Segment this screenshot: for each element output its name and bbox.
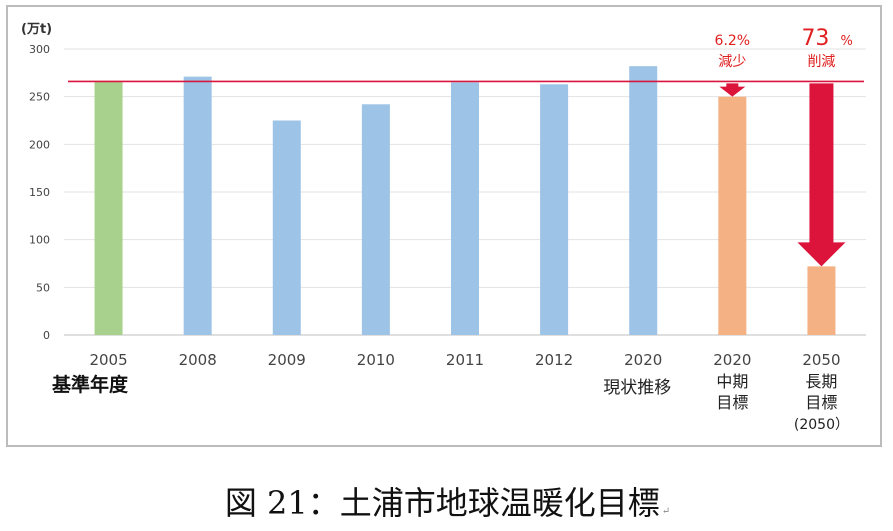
annotation-label: 減少 [718, 53, 746, 70]
y-tick-label: 100 [29, 234, 50, 247]
x-sublabel: (2050） [794, 417, 849, 433]
x-tick-label: 2010 [357, 351, 395, 369]
bar [94, 81, 123, 335]
bar [629, 66, 658, 335]
bar [807, 266, 836, 335]
bar [718, 96, 747, 336]
bar [540, 84, 569, 335]
x-tick-label: 2008 [179, 351, 217, 369]
x-tick-label: 2005 [89, 351, 127, 369]
figure-caption: 図 21：土浦市地球温暖化目標 ↵ [0, 478, 893, 524]
x-sublabel: 長期 [805, 372, 837, 391]
y-tick-label: 50 [36, 281, 50, 294]
x-tick-label: 2020 [624, 351, 662, 369]
annotation-percent: 6.2% [715, 33, 751, 49]
annotation-percent: 73 [801, 26, 829, 51]
bar [272, 120, 301, 335]
y-tick-label: 200 [29, 138, 50, 151]
x-sublabel: 中期 [716, 372, 748, 391]
bar-chart: (万t) 0 50 100 150 200 250 300 2005 2008 2009 2010 20… [21, 22, 866, 433]
annotation-percent-suffix: % [840, 34, 852, 49]
y-tick-label: 150 [29, 186, 50, 199]
chart-frame: (万t) 0 50 100 150 200 250 300 2005 2008 2009 2010 20… [6, 5, 882, 447]
x-tick-label: 2011 [446, 351, 484, 369]
bar [361, 104, 390, 335]
return-mark-icon: ↵ [661, 506, 671, 517]
x-tick-label: 2009 [268, 351, 306, 369]
x-sublabel: 目標 [716, 393, 748, 412]
bar [183, 76, 212, 335]
x-sublabel: 基準年度 [51, 373, 129, 396]
x-tick-label: 2020 [713, 351, 751, 369]
bar [451, 82, 479, 335]
reduction-arrow [719, 83, 746, 97]
y-tick-label: 250 [29, 91, 50, 104]
x-tick-label: 2050 [802, 351, 840, 369]
x-tick-label: 2012 [535, 351, 573, 369]
y-tick-label: 0 [43, 329, 50, 342]
unit-label: (万t) [21, 22, 52, 37]
reduction-arrow [797, 83, 846, 267]
y-tick-label: 300 [29, 43, 50, 56]
annotation-label: 削減 [807, 53, 835, 70]
x-sublabel: 目標 [805, 393, 837, 412]
caption-text: 図 21：土浦市地球温暖化目標 [224, 484, 660, 522]
x-sublabel: 現状推移 [603, 378, 671, 398]
